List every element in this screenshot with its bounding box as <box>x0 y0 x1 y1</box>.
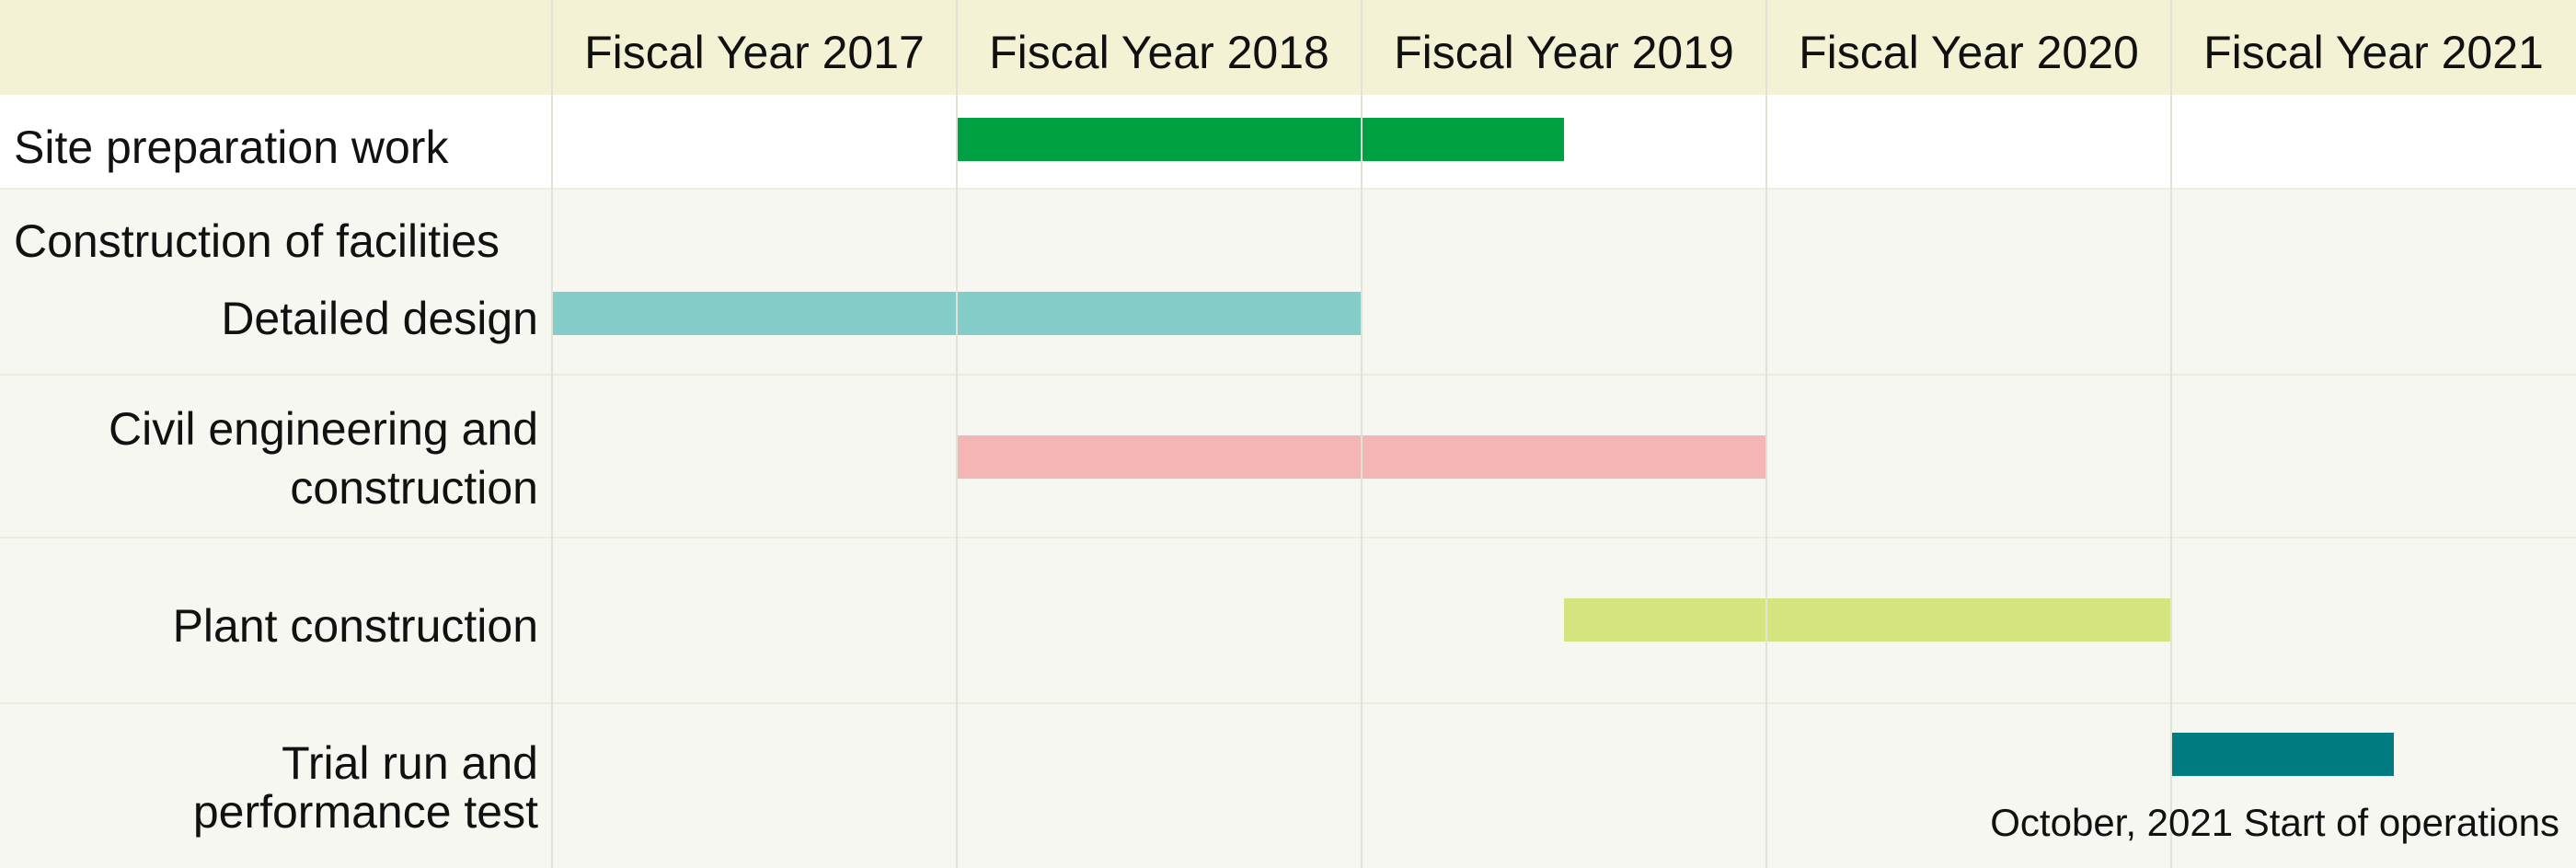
year-gridline <box>2170 0 2172 868</box>
row-band <box>0 189 2576 375</box>
row-separator <box>0 702 2576 704</box>
year-gridline <box>551 0 553 868</box>
gantt-bar <box>1564 597 2171 642</box>
year-gridline <box>1361 0 1363 868</box>
header-band <box>0 0 2576 95</box>
task-label: Detailed design <box>221 293 538 344</box>
group-header-label: Construction of facilities <box>14 215 500 267</box>
task-label: Site preparation work <box>14 122 449 173</box>
column-header-year: Fiscal Year 2021 <box>2203 27 2544 78</box>
gantt-bar <box>2171 732 2394 776</box>
row-band <box>0 703 2576 868</box>
row-separator <box>0 374 2576 376</box>
milestone-annotation: October, 2021 Start of operations <box>1990 801 2559 844</box>
task-label: construction <box>290 462 538 514</box>
task-label: performance test <box>192 786 538 838</box>
year-gridline <box>1765 0 1767 868</box>
task-label: Plant construction <box>172 600 538 652</box>
row-separator <box>0 537 2576 538</box>
year-gridline <box>956 0 958 868</box>
gantt-bar <box>957 117 1564 161</box>
column-header-year: Fiscal Year 2017 <box>584 27 925 78</box>
task-label: Trial run and <box>282 737 538 789</box>
row-separator <box>0 188 2576 190</box>
column-header-year: Fiscal Year 2019 <box>1394 27 1734 78</box>
column-header-year: Fiscal Year 2020 <box>1799 27 2139 78</box>
column-header-year: Fiscal Year 2018 <box>989 27 1329 78</box>
task-label: Civil engineering and <box>109 403 538 455</box>
